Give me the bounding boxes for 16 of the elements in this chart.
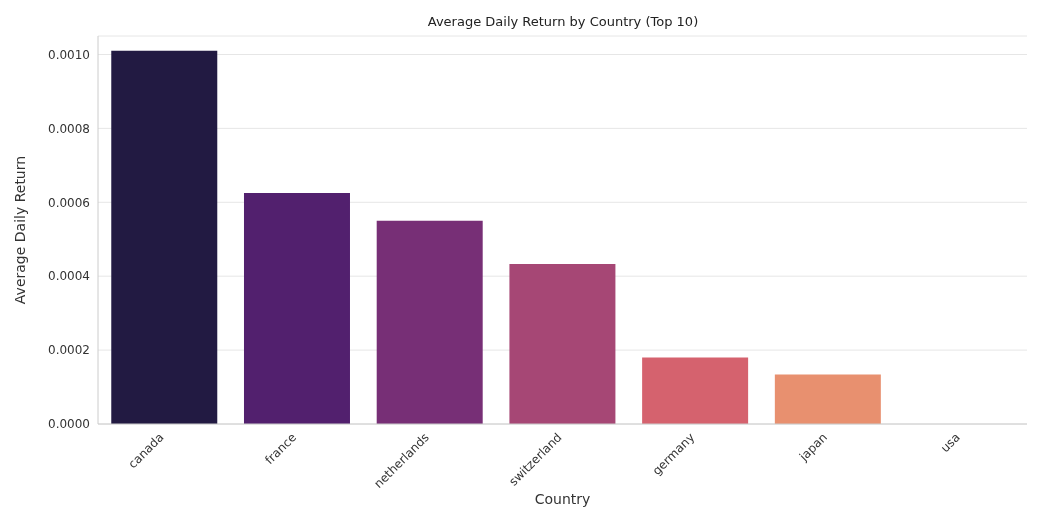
- y-tick-label: 0.0008: [48, 121, 90, 136]
- x-tick-label: usa: [937, 430, 963, 456]
- bar: [774, 374, 881, 424]
- y-axis-title: Average Daily Return: [11, 155, 28, 305]
- bar: [509, 264, 616, 424]
- bar: [376, 220, 483, 424]
- chart-title: Average Daily Return by Country (Top 10): [426, 14, 700, 29]
- y-tick-label: 0.0002: [48, 343, 90, 358]
- bar: [243, 193, 350, 424]
- y-tick-label: 0.0004: [48, 269, 90, 284]
- x-axis-title: Country: [534, 491, 591, 507]
- bar: [642, 357, 749, 424]
- y-tick-label: 0.0006: [48, 195, 90, 210]
- bar: [111, 50, 218, 424]
- y-tick-label: 0.0000: [48, 417, 90, 432]
- y-tick-label: 0.0010: [48, 47, 90, 62]
